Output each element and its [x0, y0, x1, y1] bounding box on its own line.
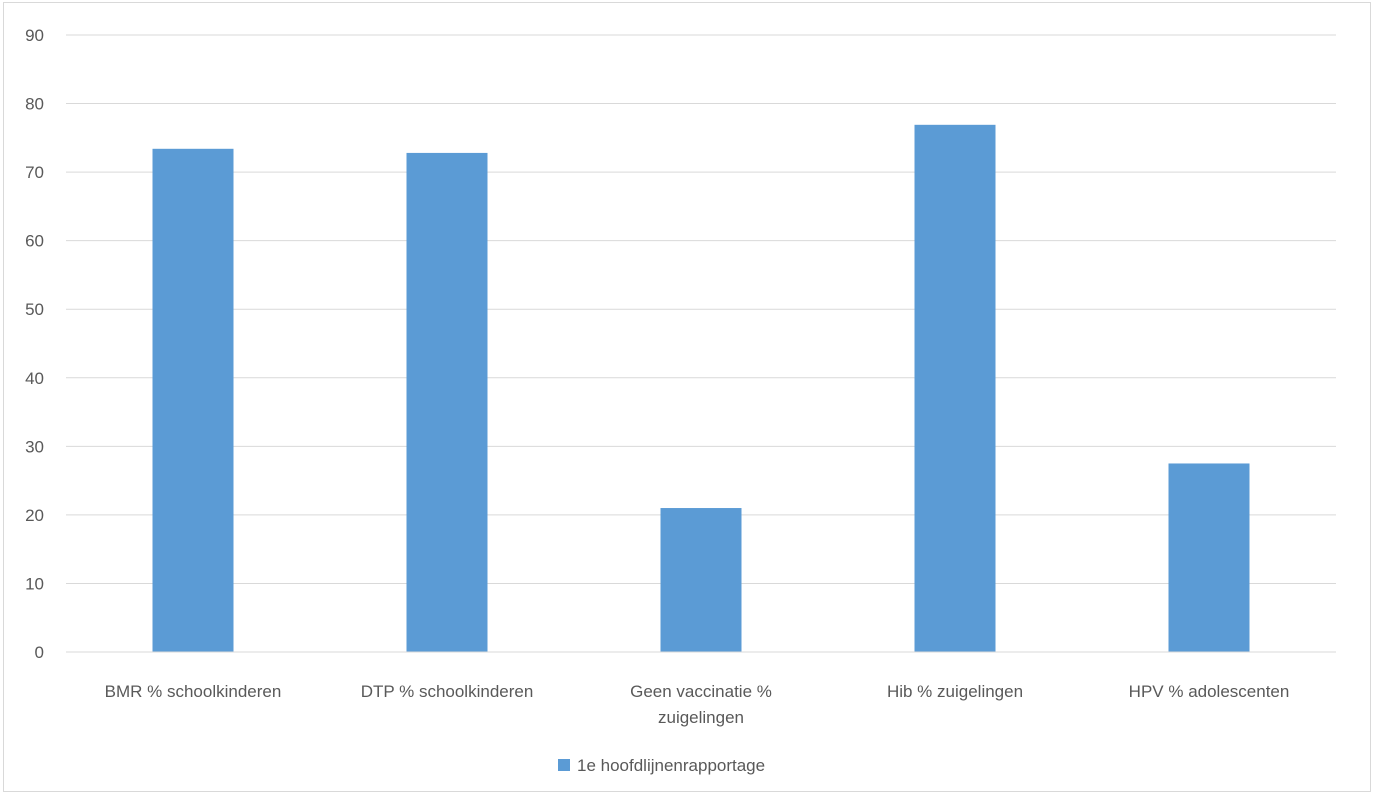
- y-axis-tick-labels: 0 10 20 30 40 50 60 70 80 90: [25, 26, 44, 662]
- y-tick-label: 0: [35, 643, 44, 662]
- bar: [914, 124, 996, 652]
- bar: [152, 148, 234, 652]
- x-tick-label: Hib % zuigelingen: [887, 682, 1023, 701]
- x-tick-label: DTP % schoolkinderen: [361, 682, 534, 701]
- x-tick-label: BMR % schoolkinderen: [105, 682, 282, 701]
- bar: [660, 508, 742, 652]
- y-tick-label: 80: [25, 95, 44, 114]
- x-axis-tick-labels: BMR % schoolkinderen DTP % schoolkinderen…: [105, 682, 1290, 727]
- x-tick-label: HPV % adolescenten: [1129, 682, 1290, 701]
- bars: [152, 124, 1250, 652]
- legend-label: 1e hoofdlijnenrapportage: [577, 756, 765, 775]
- y-tick-label: 60: [25, 232, 44, 251]
- legend: 1e hoofdlijnenrapportage: [558, 756, 765, 775]
- y-tick-label: 70: [25, 163, 44, 182]
- bar: [1168, 463, 1250, 652]
- y-tick-label: 10: [25, 574, 44, 593]
- y-tick-label: 50: [25, 300, 44, 319]
- gridlines: [66, 34, 1336, 584]
- y-tick-label: 40: [25, 369, 44, 388]
- bar: [406, 152, 488, 652]
- x-tick-label: Geen vaccinatie % zuigelingen: [630, 682, 772, 727]
- y-tick-label: 20: [25, 506, 44, 525]
- y-tick-label: 30: [25, 437, 44, 456]
- legend-swatch: [558, 759, 570, 771]
- y-tick-label: 90: [25, 26, 44, 45]
